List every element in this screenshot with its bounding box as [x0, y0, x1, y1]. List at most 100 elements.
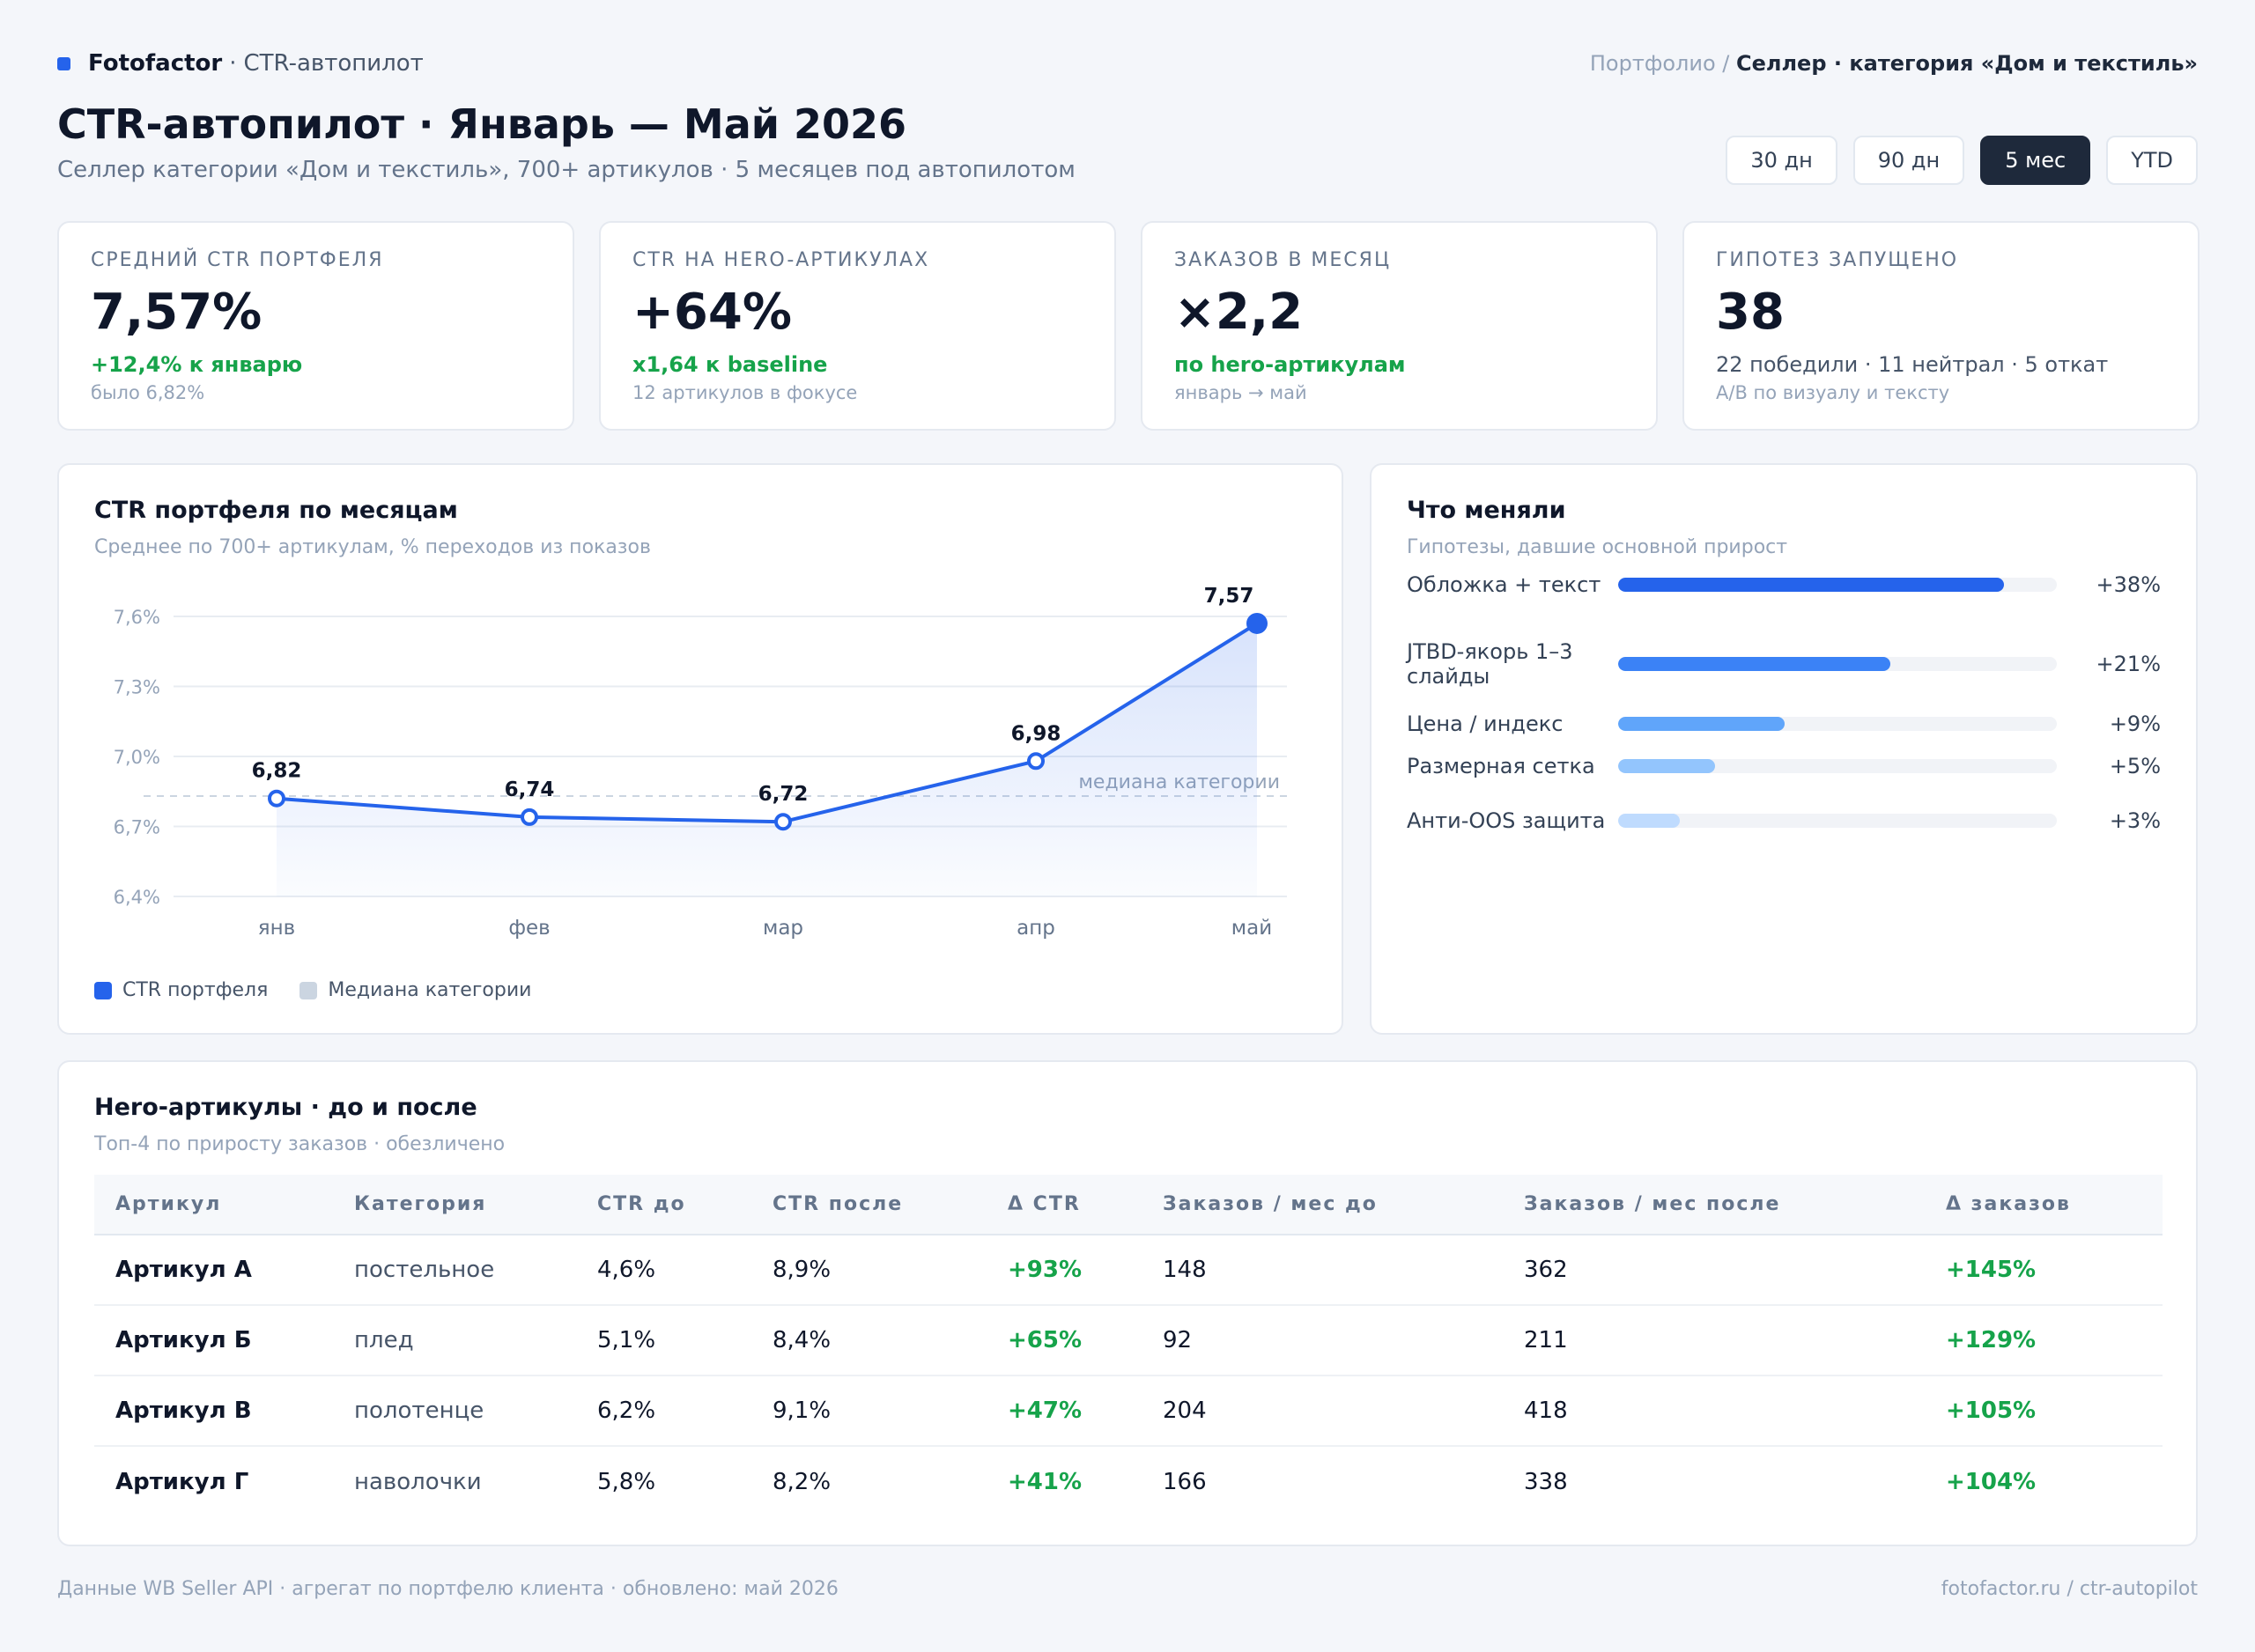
table-cell: 5,8%	[597, 1468, 656, 1495]
table-cell: 8,2%	[773, 1468, 832, 1495]
hypothesis-row: Цена / индекс +9%	[1407, 712, 2161, 736]
hypothesis-bar-fill	[1618, 717, 1786, 731]
table-cell: Артикул Б	[94, 1305, 333, 1376]
hypothesis-row: Обложка + текст +38%	[1407, 572, 2161, 597]
period-30d-button[interactable]: 30 дн	[1726, 136, 1837, 185]
column-header[interactable]: Δ CTR	[987, 1175, 1142, 1235]
brand[interactable]: Fotofactor · CTR-автопилот	[57, 50, 424, 77]
changes-subtitle: Гипотезы, давшие основной прирост	[1407, 536, 1788, 558]
table-cell: +47%	[987, 1375, 1142, 1447]
column-header[interactable]: Категория	[333, 1175, 576, 1235]
legend-label: Медиана категории	[328, 979, 532, 1001]
data-point	[268, 789, 285, 808]
hypothesis-value: +21%	[2096, 652, 2161, 676]
table-cell: 338	[1524, 1468, 1568, 1495]
legend-swatch-median	[299, 981, 318, 999]
column-header[interactable]: Δ заказов	[1925, 1175, 2163, 1235]
kpi-value: 7,57%	[91, 284, 262, 341]
table-cell: +104%	[1946, 1468, 2037, 1495]
hypothesis-row: Размерная сетка +5%	[1407, 754, 2161, 778]
kpi-delta: 22 победили · 11 нейтрал · 5 откат	[1716, 352, 2109, 377]
hypothesis-bar-fill	[1618, 759, 1715, 773]
changes-card: Что меняли Гипотезы, давшие основной при…	[1370, 463, 2198, 1035]
table-header-row: Артикул Категория CTR до CTR после Δ CTR…	[94, 1175, 2163, 1235]
hypothesis-bar-fill	[1618, 578, 2005, 592]
table-cell: 204	[1142, 1375, 1503, 1447]
hypothesis-value: +5%	[2109, 754, 2161, 778]
chart-title: CTR портфеля по месяцам	[94, 497, 458, 524]
table-cell: +129%	[1925, 1305, 2163, 1376]
table-row[interactable]: Артикул Г наволочки 5,8% 8,2% +41% 166 338 +104…	[94, 1446, 2163, 1516]
data-point	[774, 813, 792, 831]
hypothesis-label: Обложка + текст	[1407, 572, 1601, 597]
x-tick-label: фев	[508, 917, 550, 940]
chart-subtitle: Среднее по 700+ артикулам, % переходов и…	[94, 536, 651, 558]
table-cell: 5,1%	[576, 1305, 751, 1376]
kpi-delta: +12,4% к январю	[91, 352, 303, 377]
table-cell: 92	[1142, 1305, 1503, 1376]
table-cell: +145%	[1925, 1235, 2163, 1306]
series-area-ctr	[277, 623, 1257, 896]
footer-link[interactable]: fotofactor.ru / ctr-autopilot	[1941, 1578, 2198, 1600]
period-5m-button[interactable]: 5 мес	[1980, 136, 2091, 185]
table-cell: 211	[1503, 1305, 1925, 1376]
table-cell: +65%	[987, 1305, 1142, 1376]
table-cell: 148	[1142, 1235, 1503, 1306]
table-cell: плед	[333, 1305, 576, 1376]
x-tick-label: май	[1231, 917, 1272, 940]
data-point-highlight	[1246, 612, 1268, 634]
column-header[interactable]: CTR до	[576, 1175, 751, 1235]
table-cell: 8,9%	[751, 1235, 987, 1306]
kpi-note: A/B по визуалу и тексту	[1716, 382, 1950, 403]
hypothesis-bar-track	[1618, 578, 2057, 592]
data-label: 6,98	[1011, 722, 1061, 745]
page-title: CTR-автопилот · Январь — Май 2026	[57, 100, 907, 148]
hypothesis-label: Анти-OOS защита	[1407, 808, 1606, 833]
breadcrumb-parent[interactable]: Портфолио /	[1589, 51, 1730, 76]
footer: Данные WB Seller API · агрегат по портфе…	[57, 1578, 2198, 1600]
column-header[interactable]: CTR после	[751, 1175, 987, 1235]
hero-table: Артикул Категория CTR до CTR после Δ CTR…	[94, 1175, 2163, 1516]
period-selector: 30 дн 90 дн 5 мес YTD	[1726, 136, 2198, 185]
brand-logo-icon	[57, 56, 70, 70]
column-header[interactable]: Заказов / мес до	[1142, 1175, 1503, 1235]
column-header[interactable]: Артикул	[94, 1175, 333, 1235]
kpi-note: было 6,82%	[91, 382, 205, 403]
legend-label: CTR портфеля	[122, 979, 269, 1001]
hero-table-card: Hero-артикулы · до и после Топ-4 по прир…	[57, 1060, 2198, 1546]
hypothesis-bar-fill	[1618, 814, 1680, 828]
hypothesis-label: Размерная сетка	[1407, 754, 1595, 778]
table-cell: 418	[1503, 1375, 1925, 1447]
period-90d-button[interactable]: 90 дн	[1852, 136, 1965, 185]
table-cell: Артикул А	[94, 1235, 333, 1306]
kpi-delta: по hero-артикулам	[1174, 352, 1406, 377]
table-cell: +41%	[1008, 1468, 1083, 1495]
table-cell: Артикул Г	[115, 1468, 249, 1495]
data-point	[1027, 752, 1045, 771]
ctr-chart-card: CTR портфеля по месяцам Среднее по 700+ …	[57, 463, 1343, 1035]
column-header[interactable]: Заказов / мес после	[1503, 1175, 1925, 1235]
data-point	[521, 808, 538, 826]
kpi-label: Средний CTR портфеля	[91, 249, 384, 271]
table-cell: 4,6%	[576, 1235, 751, 1306]
legend-item-portfolio: CTR портфеля	[94, 979, 268, 1001]
table-cell: 362	[1503, 1235, 1925, 1306]
x-tick-label: мар	[763, 917, 803, 940]
table-title: Hero-артикулы · до и после	[94, 1094, 477, 1121]
brand-separator: ·	[229, 50, 237, 77]
y-tick-label: 7,3%	[114, 677, 160, 698]
x-tick-label: апр	[1017, 917, 1055, 940]
kpi-note: 12 артикулов в фокусе	[632, 382, 858, 403]
product-name: CTR-автопилот	[243, 50, 424, 77]
kpi-card-hypotheses: Гипотез запущено 38 22 победили · 11 ней…	[1682, 221, 2200, 431]
table-cell: Артикул В	[94, 1375, 333, 1447]
kpi-value: ×2,2	[1174, 284, 1304, 341]
y-tick-label: 7,0%	[114, 747, 160, 768]
x-tick-label: янв	[258, 917, 295, 940]
period-ytd-button[interactable]: YTD	[2106, 136, 2198, 185]
kpi-value: 38	[1716, 284, 1785, 341]
legend-swatch-portfolio	[94, 981, 112, 999]
